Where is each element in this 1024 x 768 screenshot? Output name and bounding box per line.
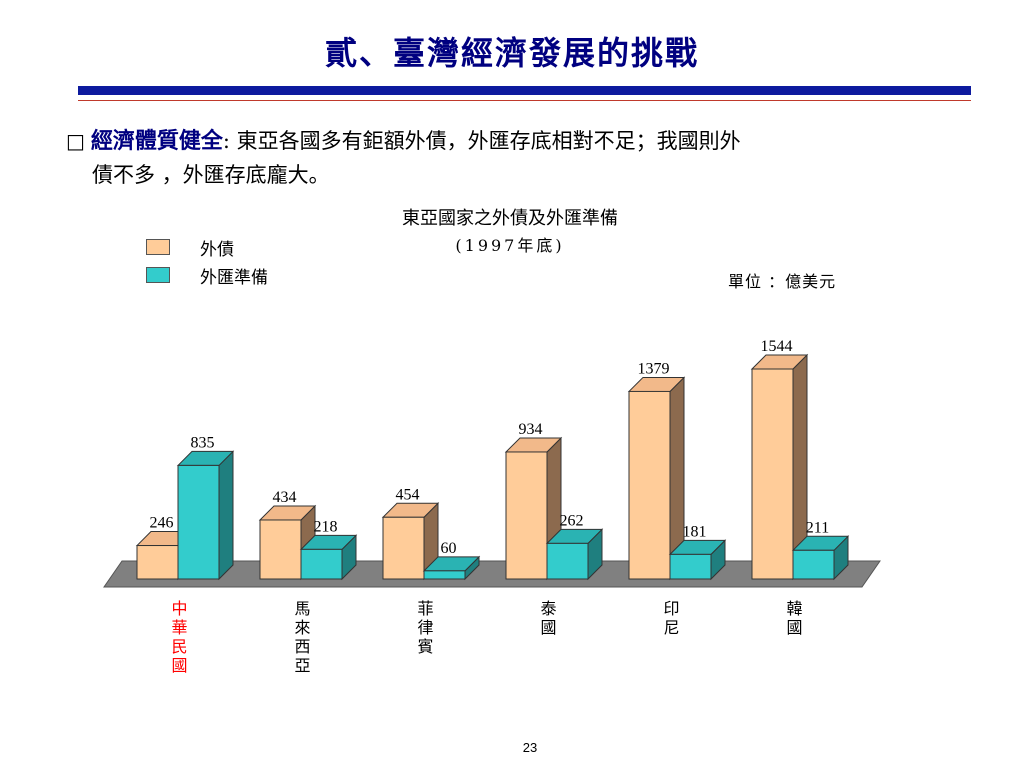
data-label-debt-2: 454 bbox=[396, 486, 420, 503]
bar-reserves-3 bbox=[546, 542, 589, 580]
title-rule-thick bbox=[78, 86, 971, 95]
title-rule-thin bbox=[78, 100, 971, 101]
bar-debt-0 bbox=[136, 545, 179, 580]
bar-debt-1 bbox=[259, 519, 302, 580]
data-label-debt-5: 1544 bbox=[761, 338, 793, 355]
data-label-reserves-5: 211 bbox=[806, 519, 829, 536]
data-label-reserves-4: 181 bbox=[683, 523, 707, 540]
bar-reserves-5 bbox=[792, 549, 835, 580]
bar-side-reserves-0 bbox=[218, 450, 234, 581]
legend-label-reserves: 外匯準備 bbox=[200, 268, 268, 288]
legend-swatch-debt bbox=[146, 239, 170, 255]
category-label-1: 馬來西亞 bbox=[292, 600, 311, 676]
bar-debt-2 bbox=[382, 516, 425, 580]
data-label-debt-1: 434 bbox=[273, 489, 297, 506]
bar-reserves-1 bbox=[300, 548, 343, 580]
bullet-text-line-1: : 東亞各國多有鉅額外債，外匯存底相對不足；我國則外 bbox=[222, 129, 741, 153]
data-label-reserves-2: 60 bbox=[441, 540, 457, 557]
chart-title: 東亞國家之外債及外匯準備 bbox=[402, 208, 618, 229]
data-label-debt-0: 246 bbox=[150, 515, 174, 532]
data-label-debt-4: 1379 bbox=[638, 360, 670, 377]
bullet-text-line-2: 債不多 ，外匯存底龐大。 bbox=[92, 163, 330, 187]
data-label-reserves-1: 218 bbox=[314, 518, 338, 535]
bar-debt-5 bbox=[751, 368, 794, 580]
chart-subtitle: (1997年底) bbox=[455, 236, 565, 255]
bar-reserves-0 bbox=[177, 464, 220, 580]
slide-title: 貳、臺灣經濟發展的挑戰 bbox=[324, 34, 699, 72]
bullet-paragraph: □ 經濟體質健全: 東亞各國多有鉅額外債，外匯存底相對不足；我國則外 債不多 ，外… bbox=[66, 124, 986, 192]
category-label-2: 菲律賓 bbox=[415, 600, 434, 657]
bullet-box-icon: □ bbox=[66, 129, 85, 153]
data-label-reserves-0: 835 bbox=[191, 434, 215, 451]
category-label-3: 泰國 bbox=[538, 600, 557, 638]
bar-reserves-4 bbox=[669, 553, 712, 580]
legend-swatch-reserves bbox=[146, 267, 170, 283]
chart-unit-label: 單位 ：億美元 bbox=[728, 272, 837, 291]
bullet-heading: 經濟體質健全 bbox=[90, 128, 223, 154]
data-label-debt-3: 934 bbox=[519, 421, 543, 438]
data-label-reserves-3: 262 bbox=[560, 512, 584, 529]
bar-debt-4 bbox=[628, 390, 671, 580]
category-label-5: 韓國 bbox=[784, 600, 803, 638]
category-label-0: 中華民國 bbox=[169, 600, 188, 676]
bar-reserves-2 bbox=[423, 570, 466, 580]
bar-debt-3 bbox=[505, 451, 548, 580]
page-number: 23 bbox=[522, 740, 538, 755]
category-label-4: 印尼 bbox=[661, 600, 680, 638]
legend-label-debt: 外債 bbox=[200, 240, 234, 260]
